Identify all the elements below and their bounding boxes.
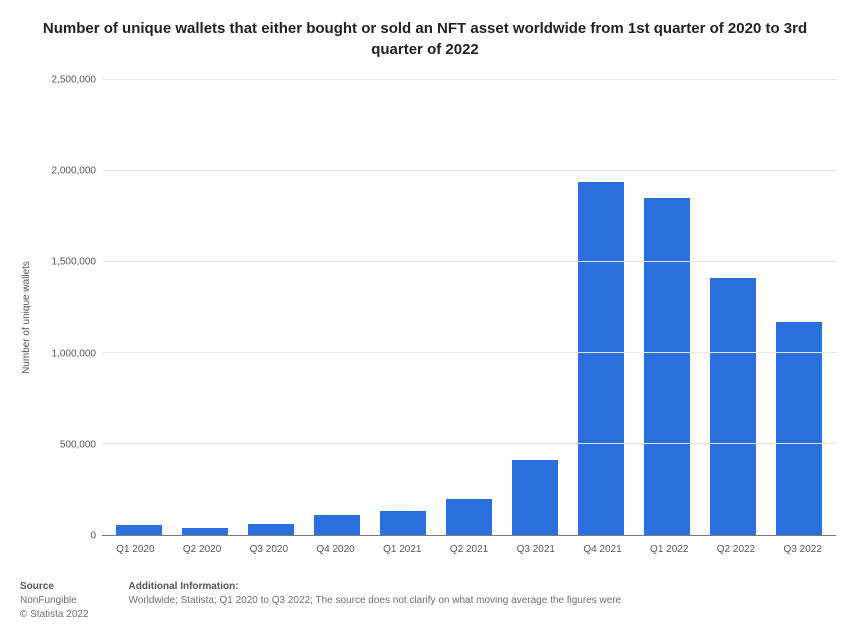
x-tick: Q3 2020 [235, 544, 302, 555]
bar [182, 528, 228, 535]
bar-slot [436, 80, 502, 535]
copyright: © Statista 2022 [20, 608, 89, 622]
bar [644, 198, 690, 535]
y-tick: 500,000 [38, 439, 96, 450]
gridline [102, 261, 836, 262]
gridline [102, 352, 836, 353]
bar-slot [568, 80, 634, 535]
bar-slot [238, 80, 304, 535]
bar-slot [172, 80, 238, 535]
plot-grid [102, 80, 836, 536]
x-tick: Q1 2022 [636, 544, 703, 555]
x-tick: Q2 2021 [436, 544, 503, 555]
plot-wrap: 0500,0001,000,0001,500,0002,000,0002,500… [38, 80, 836, 555]
bar-slot [304, 80, 370, 535]
bar [446, 499, 492, 535]
x-axis: Q1 2020Q2 2020Q3 2020Q4 2020Q1 2021Q2 20… [38, 536, 836, 555]
x-tick: Q1 2021 [369, 544, 436, 555]
additional-info-block: Additional Information: Worldwide; Stati… [129, 581, 622, 622]
bar-slot [634, 80, 700, 535]
bar-slot [766, 80, 832, 535]
chart-title: Number of unique wallets that either bou… [14, 18, 836, 60]
additional-info-text: Worldwide; Statista; Q1 2020 to Q3 2022;… [129, 594, 622, 608]
bar [314, 515, 360, 535]
y-axis-label: Number of unique wallets [21, 261, 32, 374]
x-tick: Q4 2021 [569, 544, 636, 555]
bar-slot [106, 80, 172, 535]
y-axis-label-wrap: Number of unique wallets [14, 80, 38, 555]
chart-container: Number of unique wallets that either bou… [0, 0, 850, 632]
source-label: Source [20, 581, 89, 592]
bar-slot [370, 80, 436, 535]
x-tick: Q3 2022 [769, 544, 836, 555]
y-tick: 1,000,000 [38, 348, 96, 359]
bar [512, 460, 558, 535]
gridline [102, 170, 836, 171]
y-tick: 2,000,000 [38, 166, 96, 177]
additional-info-label: Additional Information: [129, 581, 622, 592]
y-tick: 1,500,000 [38, 257, 96, 268]
x-tick: Q2 2022 [703, 544, 770, 555]
y-tick: 2,500,000 [38, 75, 96, 86]
x-tick: Q2 2020 [169, 544, 236, 555]
x-tick: Q3 2021 [502, 544, 569, 555]
plot: 0500,0001,000,0001,500,0002,000,0002,500… [38, 80, 836, 536]
gridline [102, 443, 836, 444]
source-block: Source NonFungible © Statista 2022 [20, 581, 89, 622]
bar [248, 524, 294, 535]
y-tick: 0 [38, 531, 96, 542]
x-tick: Q1 2020 [102, 544, 169, 555]
bar [116, 525, 162, 535]
bars-group [102, 80, 836, 535]
chart-footer: Source NonFungible © Statista 2022 Addit… [14, 555, 836, 632]
bar [710, 278, 756, 535]
x-tick: Q4 2020 [302, 544, 369, 555]
bar [776, 322, 822, 535]
bar-slot [502, 80, 568, 535]
bar [578, 182, 624, 535]
chart-area: Number of unique wallets 0 500,000 1,000,0… [14, 80, 836, 555]
bar-slot [700, 80, 766, 535]
y-axis: 0500,0001,000,0001,500,0002,000,0002,500… [38, 80, 102, 536]
gridline [102, 79, 836, 80]
source-name: NonFungible [20, 594, 89, 608]
bar [380, 511, 426, 535]
